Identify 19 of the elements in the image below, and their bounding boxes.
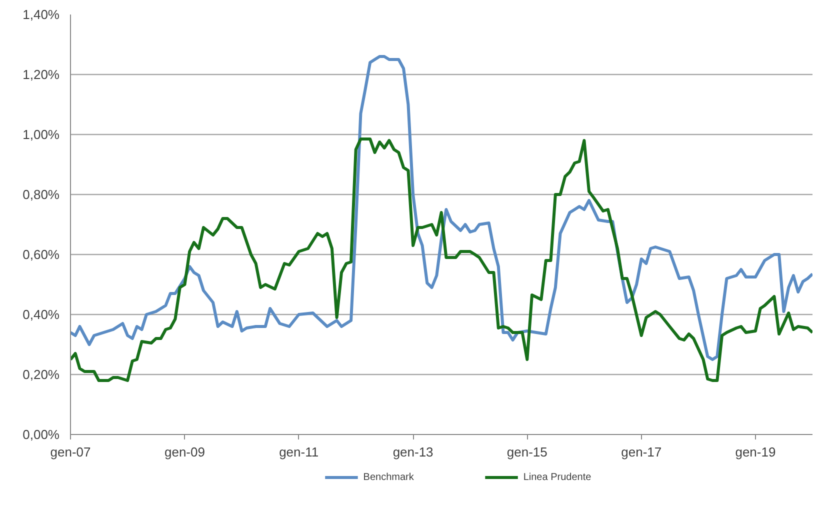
- y-tick-label: 1,40%: [22, 7, 60, 22]
- y-tick-label: 0,00%: [22, 427, 60, 442]
- y-tick-label: 1,00%: [22, 127, 60, 142]
- y-tick-label: 1,20%: [22, 67, 60, 82]
- y-tick-label: 0,80%: [22, 187, 60, 202]
- y-tick-label: 0,40%: [22, 307, 60, 322]
- y-tick-label: 0,60%: [22, 247, 60, 262]
- x-tick-label: gen-17: [621, 444, 662, 460]
- x-tick-label: gen-07: [50, 444, 91, 460]
- line-series: [70, 138, 812, 382]
- legend-label: Benchmark: [363, 472, 415, 483]
- x-tick-label: gen-09: [164, 444, 205, 460]
- x-tick-label: gen-15: [506, 444, 548, 460]
- x-tick-label: gen-11: [279, 444, 319, 460]
- line-series: [70, 55, 812, 361]
- x-tick-label: gen-19: [735, 444, 776, 460]
- x-tick-label: gen-13: [392, 444, 434, 460]
- y-tick-label: 0,20%: [22, 367, 60, 382]
- legend-label: Linea Prudente: [523, 472, 592, 483]
